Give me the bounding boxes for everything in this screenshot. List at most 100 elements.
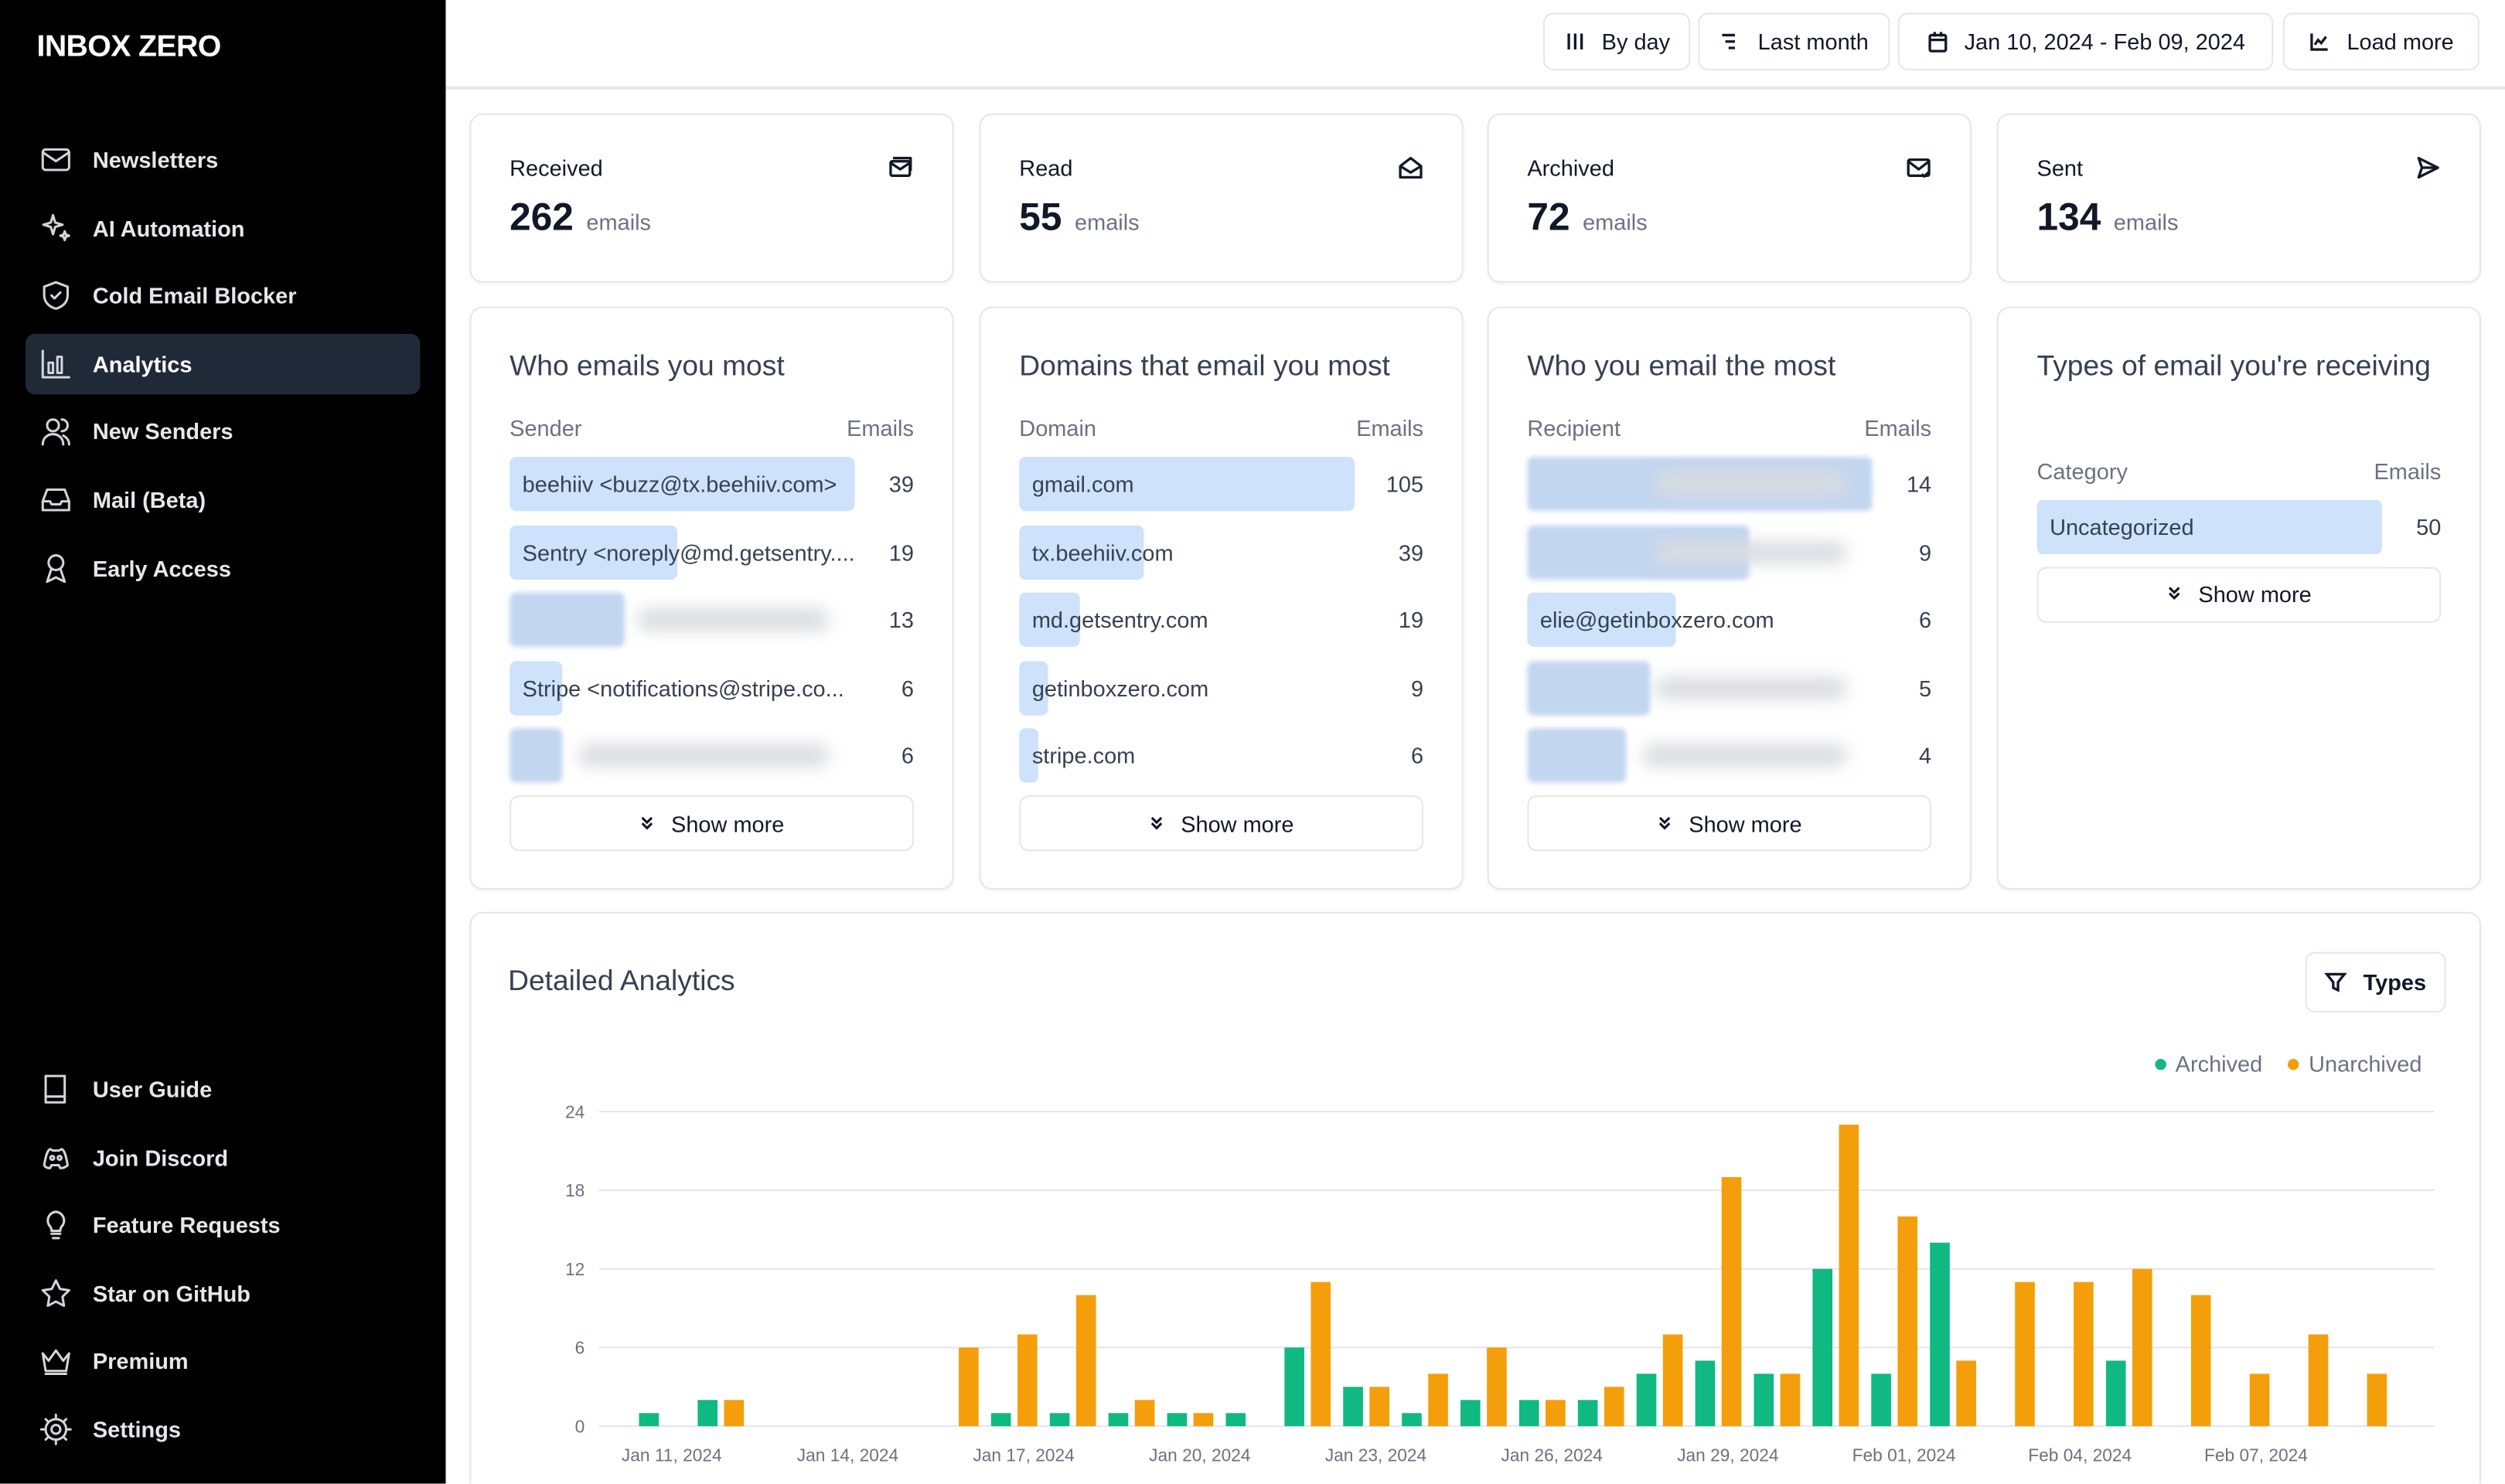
sidebar-item-newsletters[interactable]: Newsletters: [26, 129, 420, 190]
table-row[interactable]: Uncategorized 50: [2036, 499, 2442, 555]
by-day-label: By day: [1601, 29, 1671, 55]
sidebar-item-feature-requests[interactable]: Feature Requests: [26, 1195, 420, 1256]
table-header: Domain Emails: [1019, 415, 1423, 441]
chevrons-down-icon: [639, 812, 656, 835]
detailed-analytics-title: Detailed Analytics: [508, 965, 735, 997]
sidebar-item-early-access[interactable]: Early Access: [26, 538, 420, 599]
show-more-label: Show more: [671, 810, 785, 836]
stat-label: Read: [1019, 155, 1073, 181]
table-row[interactable]: 4: [1527, 729, 1931, 784]
table-row[interactable]: stripe.com 6: [1019, 729, 1424, 784]
send-icon: [2417, 156, 2439, 179]
sidebar: INBOX ZERO Newsletters AI Automation Cold …: [0, 0, 446, 1484]
table-row[interactable]: 13: [510, 592, 914, 648]
row-bar: [1527, 729, 1626, 784]
load-more-label: Load more: [2347, 29, 2454, 55]
table-row[interactable]: Stripe <notifications@stripe.co... 6: [510, 661, 914, 716]
stat-unit: emails: [1075, 209, 1140, 235]
calendar-icon: [1927, 32, 1947, 53]
sidebar-item-analytics[interactable]: Analytics: [26, 333, 421, 394]
stat-card-archived: Archived 72 emails: [1487, 113, 1972, 283]
stat-value-group: 72 emails: [1527, 196, 1647, 241]
row-count: 9: [1410, 675, 1424, 701]
row-count: 50: [2416, 514, 2442, 540]
legend-unarchived[interactable]: Unarchived: [2288, 1051, 2422, 1077]
legend-archived[interactable]: Archived: [2154, 1051, 2262, 1077]
row-bar: [1527, 592, 1675, 648]
sidebar-item-mail-beta[interactable]: Mail (Beta): [26, 469, 420, 530]
date-range-label: Jan 10, 2024 - Feb 09, 2024: [1964, 29, 2246, 55]
card-title: Domains that email you most: [1019, 349, 1390, 382]
mail-open-icon: [1399, 156, 1423, 179]
show-more-label: Show more: [2198, 581, 2312, 608]
logo[interactable]: INBOX ZERO: [36, 30, 222, 64]
star-icon: [41, 1278, 70, 1307]
row-count: 5: [1919, 675, 1932, 701]
table-row[interactable]: 5: [1527, 661, 1932, 716]
load-more-button[interactable]: Load more: [2282, 12, 2479, 70]
ribbon-icon: [46, 553, 66, 583]
stat-card-read: Read 55 emails: [979, 113, 1464, 283]
show-more-label: Show more: [1181, 810, 1294, 836]
row-name: beehiiv <buzz@tx.beehiiv.com>: [522, 471, 837, 497]
show-more-button[interactable]: Show more: [2036, 566, 2442, 623]
gear-icon: [39, 1413, 72, 1445]
table-row[interactable]: beehiiv <buzz@tx.beehiiv.com> 39: [510, 456, 914, 512]
stat-value-group: 55 emails: [1019, 196, 1139, 241]
sidebar-item-label: Mail (Beta): [92, 487, 206, 513]
chart-legend: Archived Unarchived: [2129, 1051, 2422, 1077]
table-row[interactable]: Sentry <noreply@md.getsentry.... 19: [510, 524, 914, 580]
table-row[interactable]: gmail.com 105: [1019, 456, 1423, 512]
sidebar-item-label: AI Automation: [92, 215, 245, 241]
table-row[interactable]: 14: [1527, 456, 1931, 512]
date-range-picker[interactable]: Jan 10, 2024 - Feb 09, 2024: [1897, 12, 2274, 70]
card-title: Types of email you're receiving: [2036, 349, 2432, 382]
table-row[interactable]: tx.beehiiv.com 39: [1019, 524, 1423, 580]
period-select[interactable]: Last month: [1698, 12, 1890, 70]
row-bar: [510, 661, 563, 716]
sidebar-item-label: Star on GitHub: [92, 1280, 250, 1306]
sidebar-item-premium[interactable]: Premium: [26, 1331, 420, 1392]
sidebar-item-settings[interactable]: Settings: [26, 1399, 420, 1460]
row-name: md.getsentry.com: [1031, 607, 1208, 633]
table-row[interactable]: elie@getinboxzero.com 6: [1527, 592, 1931, 648]
sidebar-item-ai-automation[interactable]: AI Automation: [26, 197, 420, 258]
row-bar: [1019, 456, 1355, 512]
table-row[interactable]: getinboxzero.com 9: [1019, 661, 1424, 716]
row-name: Stripe <notifications@stripe.co...: [522, 675, 844, 701]
show-more-button[interactable]: Show more: [1527, 795, 1932, 852]
sidebar-item-label: Settings: [92, 1416, 181, 1442]
row-count: 19: [888, 539, 914, 565]
row-bar: [1019, 729, 1039, 784]
sidebar-item-cold-email-blocker[interactable]: Cold Email Blocker: [26, 265, 420, 326]
shield-icon: [43, 281, 69, 311]
sidebar-item-label: Premium: [92, 1348, 189, 1374]
row-count: 6: [1410, 743, 1424, 769]
sidebar-item-star-on-github[interactable]: Star on GitHub: [26, 1263, 420, 1324]
table-row[interactable]: md.getsentry.com 19: [1019, 592, 1424, 648]
stat-value: 72: [1527, 196, 1570, 240]
types-button[interactable]: Types: [2305, 951, 2446, 1013]
row-count: 6: [901, 743, 914, 769]
column-header: Recipient: [1527, 415, 1621, 441]
column-header: Emails: [1864, 415, 1932, 441]
show-more-button[interactable]: Show more: [510, 795, 914, 852]
top-list-card: Domains that email you most Domain Emails…: [979, 306, 1464, 890]
inbox-icon: [41, 488, 70, 512]
stat-label: Archived: [1527, 155, 1614, 181]
column-header: Category: [2036, 458, 2128, 485]
top-list-card: Who you email the most Recipient Emails 1…: [1487, 306, 1972, 890]
table-row[interactable]: 6: [510, 729, 914, 784]
mail-stack-icon: [889, 156, 912, 177]
sidebar-item-join-discord[interactable]: Join Discord: [26, 1127, 420, 1188]
row-bar: [510, 592, 625, 648]
row-count: 19: [1398, 607, 1424, 633]
sidebar-item-label: Cold Email Blocker: [92, 283, 297, 309]
filter-icon: [2325, 972, 2347, 992]
table-row[interactable]: 9: [1527, 524, 1931, 580]
by-day-button[interactable]: By day: [1543, 12, 1691, 70]
stat-label: Received: [510, 155, 603, 181]
sidebar-item-user-guide[interactable]: User Guide: [26, 1059, 420, 1120]
show-more-button[interactable]: Show more: [1019, 795, 1424, 852]
sidebar-item-new-senders[interactable]: New Senders: [26, 401, 420, 462]
